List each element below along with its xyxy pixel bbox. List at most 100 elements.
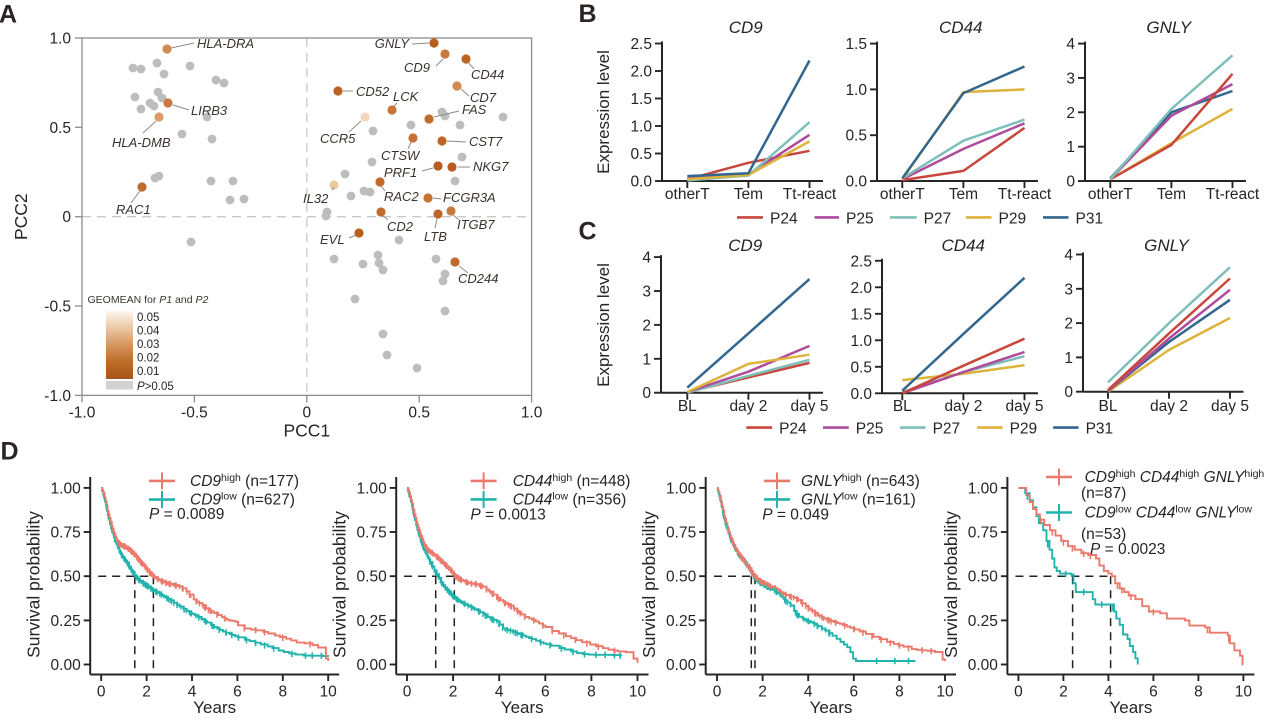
- svg-text:GNLYlow (n=161): GNLYlow (n=161): [801, 490, 916, 508]
- svg-text:BL: BL: [1099, 398, 1118, 415]
- svg-text:1: 1: [1064, 350, 1073, 367]
- svg-text:P31: P31: [1086, 421, 1114, 438]
- svg-text:1.5: 1.5: [630, 91, 652, 108]
- svg-text:1.0: 1.0: [850, 333, 872, 350]
- svg-text:1.0: 1.0: [49, 31, 71, 48]
- svg-text:EVL: EVL: [320, 232, 345, 247]
- svg-text:10: 10: [320, 684, 338, 701]
- svg-text:CST7: CST7: [469, 134, 503, 149]
- svg-text:HLA-DRA: HLA-DRA: [197, 36, 254, 51]
- svg-text:4: 4: [1066, 36, 1075, 53]
- svg-text:6: 6: [541, 684, 550, 701]
- svg-text:day 2: day 2: [1150, 398, 1188, 415]
- svg-text:P25: P25: [856, 421, 884, 438]
- svg-text:P29: P29: [999, 210, 1027, 227]
- svg-text:HLA-DMB: HLA-DMB: [112, 135, 171, 150]
- svg-text:day 5: day 5: [1211, 398, 1249, 415]
- svg-text:C: C: [579, 218, 597, 246]
- svg-text:0.02: 0.02: [137, 352, 159, 364]
- svg-text:CD9: CD9: [728, 236, 763, 255]
- svg-text:Survival probability: Survival probability: [639, 511, 659, 658]
- svg-text:0.5: 0.5: [49, 120, 71, 137]
- svg-text:0.00: 0.00: [357, 657, 388, 674]
- svg-text:CCR5: CCR5: [320, 131, 356, 146]
- svg-text:2.5: 2.5: [630, 36, 652, 53]
- svg-text:0.5: 0.5: [850, 359, 872, 376]
- svg-text:2: 2: [642, 317, 651, 334]
- svg-text:10: 10: [936, 684, 954, 701]
- svg-text:CD44high (n=448): CD44high (n=448): [513, 472, 631, 490]
- svg-text:4: 4: [1104, 684, 1113, 701]
- svg-text:0.00: 0.00: [666, 657, 697, 674]
- svg-text:0.25: 0.25: [666, 613, 696, 630]
- svg-text:PRF1: PRF1: [384, 165, 417, 180]
- svg-text:0: 0: [302, 404, 311, 421]
- svg-text:Expression level: Expression level: [594, 50, 613, 174]
- svg-text:otherT: otherT: [1088, 186, 1133, 203]
- svg-text:8: 8: [1194, 684, 1203, 701]
- svg-text:0.50: 0.50: [51, 569, 82, 586]
- svg-text:P27: P27: [933, 421, 961, 438]
- svg-text:CD9low (n=627): CD9low (n=627): [190, 491, 295, 509]
- svg-text:0.25: 0.25: [51, 613, 81, 630]
- svg-text:1.5: 1.5: [850, 306, 872, 323]
- svg-text:P = 0.049: P = 0.049: [762, 507, 829, 524]
- svg-text:0.5: 0.5: [408, 404, 430, 421]
- svg-text:0: 0: [713, 684, 722, 701]
- svg-text:0.5: 0.5: [630, 146, 652, 163]
- svg-text:day 5: day 5: [1006, 398, 1044, 415]
- svg-text:1: 1: [642, 351, 651, 368]
- svg-text:RAC1: RAC1: [116, 202, 151, 217]
- svg-text:LIRB3: LIRB3: [191, 103, 228, 118]
- svg-text:P = 0.0023: P = 0.0023: [1090, 541, 1165, 558]
- svg-text:-1.0: -1.0: [69, 404, 96, 421]
- svg-text:GNLY: GNLY: [1146, 18, 1192, 37]
- svg-text:CD44low (n=356): CD44low (n=356): [513, 490, 627, 508]
- svg-text:0: 0: [1064, 384, 1073, 401]
- svg-text:CD9high (n=177): CD9high (n=177): [190, 472, 299, 490]
- svg-text:0.05: 0.05: [137, 312, 159, 324]
- svg-text:0.50: 0.50: [357, 569, 388, 586]
- svg-text:4: 4: [804, 684, 813, 701]
- svg-text:LTB: LTB: [424, 229, 447, 244]
- svg-text:day 5: day 5: [791, 398, 829, 415]
- svg-text:B: B: [579, 0, 597, 28]
- svg-text:2: 2: [142, 684, 151, 701]
- svg-text:P24: P24: [770, 210, 798, 227]
- svg-text:0.0: 0.0: [630, 174, 652, 191]
- svg-text:1.00: 1.00: [968, 480, 999, 497]
- svg-text:Survival probability: Survival probability: [330, 511, 350, 658]
- svg-text:IL32: IL32: [303, 191, 329, 206]
- svg-text:GNLY: GNLY: [1144, 236, 1190, 255]
- svg-text:Survival probability: Survival probability: [24, 511, 44, 658]
- svg-text:2.0: 2.0: [850, 280, 872, 297]
- svg-text:2.5: 2.5: [850, 253, 872, 270]
- svg-text:P27: P27: [924, 210, 952, 227]
- svg-text:0.01: 0.01: [137, 366, 159, 378]
- svg-text:0.00: 0.00: [968, 657, 999, 674]
- svg-text:8: 8: [587, 684, 596, 701]
- svg-text:Expression level: Expression level: [594, 263, 613, 387]
- svg-text:otherT: otherT: [880, 186, 925, 203]
- svg-text:P25: P25: [846, 210, 874, 227]
- svg-text:2: 2: [758, 684, 767, 701]
- svg-text:P31: P31: [1076, 210, 1104, 227]
- svg-text:-1.0: -1.0: [44, 388, 71, 405]
- svg-text:CD44: CD44: [471, 67, 504, 82]
- svg-text:day 2: day 2: [729, 398, 767, 415]
- svg-text:P24: P24: [779, 421, 807, 438]
- svg-text:P = 0.0013: P = 0.0013: [470, 507, 545, 524]
- svg-text:-0.5: -0.5: [44, 299, 71, 316]
- svg-text:0.75: 0.75: [666, 525, 696, 542]
- svg-text:Tem: Tem: [1157, 186, 1186, 203]
- svg-text:0.04: 0.04: [137, 325, 160, 337]
- svg-text:P29: P29: [1010, 421, 1038, 438]
- svg-text:otherT: otherT: [665, 186, 710, 203]
- svg-text:Tem: Tem: [949, 186, 978, 203]
- svg-text:GNLYhigh (n=643): GNLYhigh (n=643): [801, 472, 920, 490]
- svg-text:3: 3: [1064, 281, 1073, 298]
- svg-text:2: 2: [1059, 684, 1068, 701]
- svg-text:4: 4: [1064, 247, 1073, 264]
- svg-text:PCC2: PCC2: [11, 193, 31, 240]
- svg-text:Survival probability: Survival probability: [941, 511, 961, 658]
